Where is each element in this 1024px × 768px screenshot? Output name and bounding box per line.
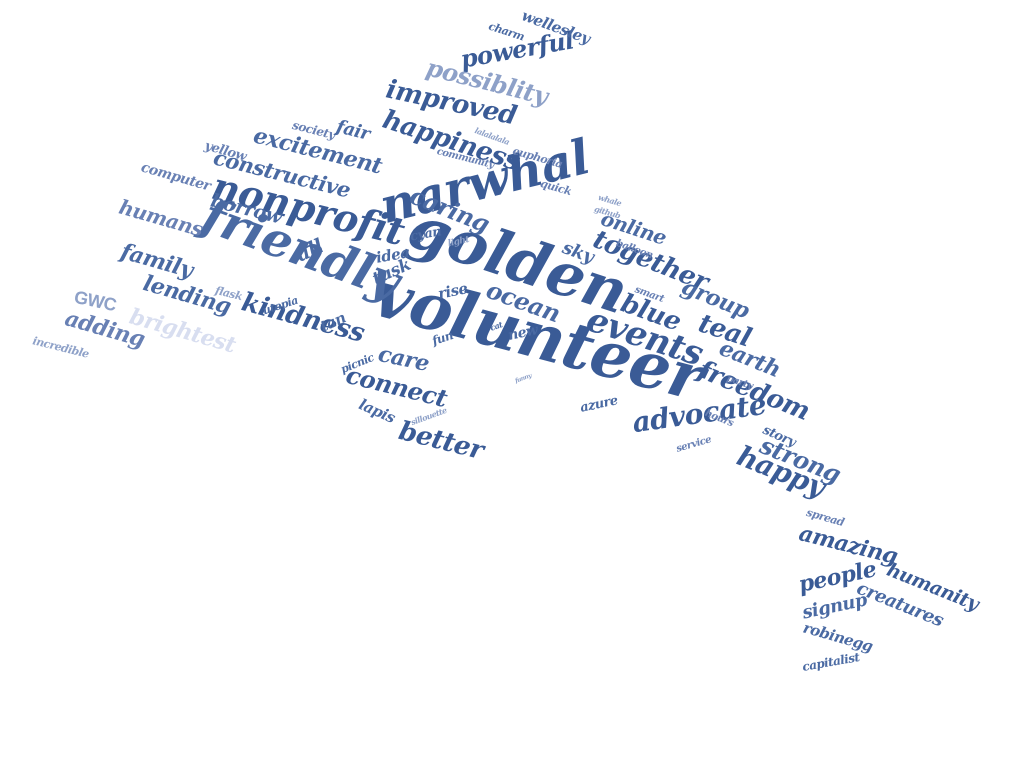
word-incredible: incredible [31,334,91,361]
word-better: better [395,416,487,466]
word-kindness: kindness [238,287,368,349]
word-computer: computer [139,159,213,195]
word-azure: azure [578,393,620,416]
word-capitalist: capitalist [801,650,861,674]
word-lapis: lapis [356,395,398,427]
word-humans: humans [116,194,206,242]
word-service: service [675,434,713,455]
word-funny: funny [514,372,533,385]
word-robinegg: robinegg [801,618,875,656]
word-signup: signup [800,589,869,624]
word-fair: fair [334,116,372,145]
